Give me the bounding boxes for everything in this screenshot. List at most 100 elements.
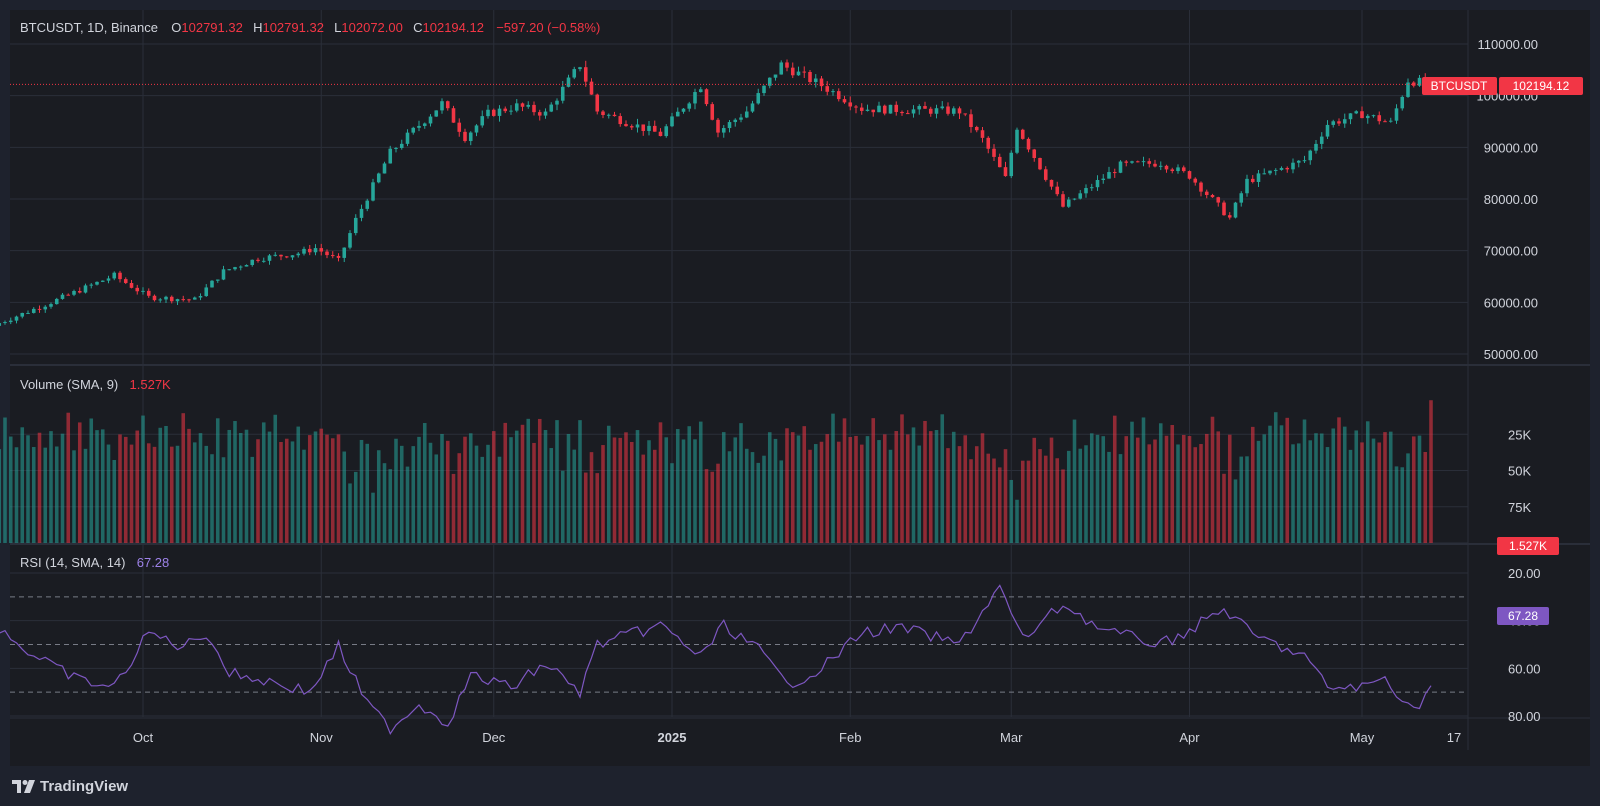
candle-body (1371, 115, 1376, 117)
volume-bar (888, 449, 893, 543)
candle-body (963, 113, 968, 115)
volume-bar (72, 450, 76, 543)
candle-body (1107, 172, 1111, 179)
volume-bar (463, 436, 467, 543)
volume-bar (290, 441, 295, 543)
candle-body (1020, 129, 1025, 139)
candle-body (1279, 167, 1284, 170)
volume-bar (641, 454, 646, 543)
candle-body (8, 320, 13, 323)
candle-body (1089, 187, 1094, 189)
candle-body (405, 132, 410, 144)
rsi-legend[interactable]: RSI (14, SMA, 14) 67.28 (20, 555, 169, 570)
volume-bar (1250, 426, 1255, 543)
volume-bar (1055, 458, 1060, 543)
rsi-value-badge[interactable]: 67.28 (1497, 607, 1549, 625)
price-tick-label: 80000.00 (1484, 192, 1538, 207)
volume-bar (330, 438, 335, 543)
open-value: 102791.32 (181, 20, 243, 35)
candle-body (457, 122, 462, 132)
candle-body (1377, 115, 1382, 122)
candle-body (353, 217, 358, 234)
volume-bar (43, 447, 48, 543)
candle-body (762, 85, 766, 94)
volume-bar (31, 447, 36, 543)
candle-body (595, 94, 600, 112)
candle-body (566, 77, 571, 87)
volume-bar (14, 447, 19, 543)
rsi-tick-label: 80.00 (1508, 709, 1541, 724)
volume-bar (187, 428, 191, 543)
volume-bar (986, 453, 991, 543)
price-legend[interactable]: BTCUSDT, 1D, Binance O102791.32 H102791.… (20, 20, 600, 35)
volume-legend[interactable]: Volume (SMA, 9) 1.527K (20, 377, 171, 392)
candle-body (480, 116, 485, 126)
candle-body (710, 104, 715, 120)
candle-body (1193, 178, 1198, 183)
candle-body (664, 126, 669, 137)
candle-body (1084, 188, 1088, 194)
candle-body (1406, 82, 1410, 97)
volume-bar (716, 463, 720, 543)
volume-bar (1084, 445, 1088, 543)
candle-body (1256, 173, 1261, 182)
volume-bar (307, 435, 312, 543)
candle-body (204, 287, 209, 297)
volume-bar (83, 448, 88, 543)
candle-body (721, 128, 726, 133)
candle-body (66, 294, 71, 296)
candle-body (733, 119, 738, 123)
candle-body (727, 122, 732, 129)
candle-body (635, 124, 640, 128)
volume-bar (302, 449, 306, 543)
volume-bar (1256, 440, 1261, 543)
volume-bar (1383, 432, 1387, 543)
volume-bar (336, 434, 341, 543)
candle-body (1383, 121, 1387, 123)
candle-body (583, 67, 588, 82)
candle-body (192, 297, 197, 300)
volume-bar (1245, 456, 1249, 543)
symbol-badge-label: BTCUSDT (1431, 79, 1488, 93)
rsi-tick-label: 20.00 (1508, 566, 1541, 581)
volume-bar (756, 462, 761, 543)
volume-bar (1124, 436, 1129, 543)
volume-bar (750, 452, 755, 543)
candle-body (445, 101, 450, 109)
candle-body (1331, 121, 1336, 125)
candle-body (100, 280, 105, 282)
volume-value-badge[interactable]: 1.527K (1497, 537, 1559, 555)
volume-bar (141, 415, 145, 543)
volume-bar (514, 430, 519, 543)
tradingview-brand[interactable]: TradingView (12, 778, 128, 795)
candle-body (181, 299, 186, 301)
candle-body (974, 126, 979, 131)
last-price-badge[interactable]: 102194.12 (1499, 77, 1583, 95)
volume-bar (790, 432, 795, 543)
candle-body (1003, 167, 1008, 177)
candle-body (572, 69, 577, 78)
close-value: 102194.12 (422, 20, 484, 35)
candle-body (693, 92, 697, 104)
volume-bar (1411, 436, 1416, 543)
candle-body (1273, 169, 1278, 171)
volume-bar (946, 448, 950, 543)
volume-bar (1388, 431, 1393, 543)
volume-bar (1314, 433, 1318, 543)
volume-bar (842, 418, 847, 543)
volume-bar (1020, 460, 1025, 543)
volume-bar (244, 429, 249, 543)
volume-bar (1153, 439, 1157, 543)
volume-bar (675, 429, 680, 543)
candle-body (388, 148, 393, 164)
candle-body (560, 86, 565, 101)
candle-body (244, 265, 249, 267)
time-tick-label: May (1350, 730, 1375, 745)
volume-bar (267, 431, 272, 543)
candle-body (808, 71, 812, 83)
candle-body (813, 78, 818, 83)
time-tick-label: Apr (1179, 730, 1200, 745)
volume-bar (992, 458, 996, 543)
volume-bar (624, 432, 628, 543)
